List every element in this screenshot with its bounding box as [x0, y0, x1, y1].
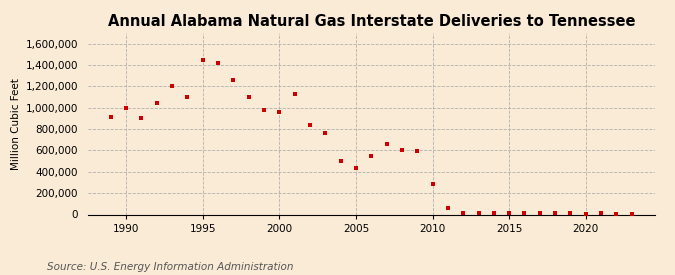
Point [335, 159, 346, 163]
Point [304, 123, 315, 127]
Point [136, 116, 146, 121]
Point [259, 108, 269, 112]
Point [213, 61, 223, 65]
Point [489, 210, 500, 215]
Point [412, 149, 423, 153]
Point [151, 101, 162, 106]
Point [396, 148, 407, 152]
Point [611, 211, 622, 216]
Point [350, 165, 361, 170]
Point [243, 95, 254, 99]
Point [458, 211, 468, 216]
Point [381, 142, 392, 146]
Point [366, 153, 377, 158]
Point [443, 205, 454, 210]
Point [626, 212, 637, 216]
Point [289, 92, 300, 96]
Point [596, 211, 607, 216]
Point [519, 211, 530, 215]
Point [274, 110, 285, 114]
Point [167, 84, 178, 89]
Point [121, 106, 132, 110]
Point [197, 57, 208, 62]
Y-axis label: Million Cubic Feet: Million Cubic Feet [11, 78, 22, 170]
Text: Source: U.S. Energy Information Administration: Source: U.S. Energy Information Administ… [47, 262, 294, 271]
Point [473, 211, 484, 215]
Point [228, 78, 239, 82]
Point [105, 115, 116, 120]
Point [565, 211, 576, 215]
Point [580, 211, 591, 216]
Point [427, 182, 438, 186]
Point [182, 95, 193, 99]
Point [535, 211, 545, 215]
Point [549, 211, 560, 216]
Title: Annual Alabama Natural Gas Interstate Deliveries to Tennessee: Annual Alabama Natural Gas Interstate De… [107, 14, 635, 29]
Point [504, 211, 514, 215]
Point [320, 131, 331, 136]
